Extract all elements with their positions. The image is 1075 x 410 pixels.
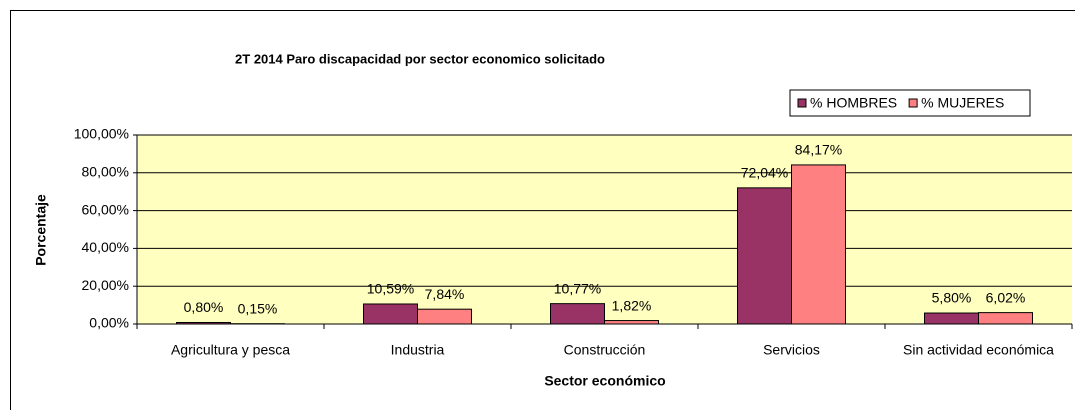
- value-label: 1,82%: [612, 297, 652, 313]
- value-label: 84,17%: [795, 142, 842, 158]
- x-tick-label: Servicios: [763, 342, 820, 358]
- x-tick-label: Sin actividad económica: [903, 342, 1054, 358]
- value-label: 5,80%: [932, 290, 972, 306]
- x-tick-label: Construcción: [564, 342, 646, 358]
- bar: [550, 303, 605, 325]
- bar: [737, 187, 792, 325]
- value-label: 10,77%: [554, 280, 601, 296]
- y-tick-label: 80,00%: [82, 164, 129, 180]
- y-tick-label: 20,00%: [82, 277, 129, 293]
- y-tick-label: 40,00%: [82, 239, 129, 255]
- value-label: 6,02%: [986, 289, 1026, 305]
- legend-label: % HOMBRES: [810, 95, 897, 111]
- chart-title: 2T 2014 Paro discapacidad por sector eco…: [235, 51, 605, 66]
- y-tick-label: 100,00%: [74, 126, 129, 142]
- y-axis-title: Porcentaje: [33, 194, 49, 266]
- x-tick-label: Agricultura y pesca: [171, 342, 290, 358]
- x-tick-label: Industria: [391, 342, 445, 358]
- bar: [363, 303, 418, 325]
- legend-label: % MUJERES: [921, 95, 1004, 111]
- legend-swatch: [797, 98, 807, 108]
- x-axis-title: Sector económico: [544, 373, 665, 389]
- value-label: 0,15%: [238, 300, 278, 316]
- value-label: 7,84%: [425, 286, 465, 302]
- legend-swatch: [908, 98, 918, 108]
- value-label: 72,04%: [741, 165, 788, 181]
- bar: [791, 164, 846, 325]
- bar: [417, 308, 472, 325]
- plot-area: [137, 135, 1072, 324]
- bar: [978, 312, 1033, 325]
- value-label: 0,80%: [184, 299, 224, 315]
- bar: [924, 312, 979, 325]
- y-tick-label: 0,00%: [89, 315, 129, 331]
- bar: [604, 320, 659, 325]
- y-tick-label: 60,00%: [82, 201, 129, 217]
- value-label: 10,59%: [367, 281, 414, 297]
